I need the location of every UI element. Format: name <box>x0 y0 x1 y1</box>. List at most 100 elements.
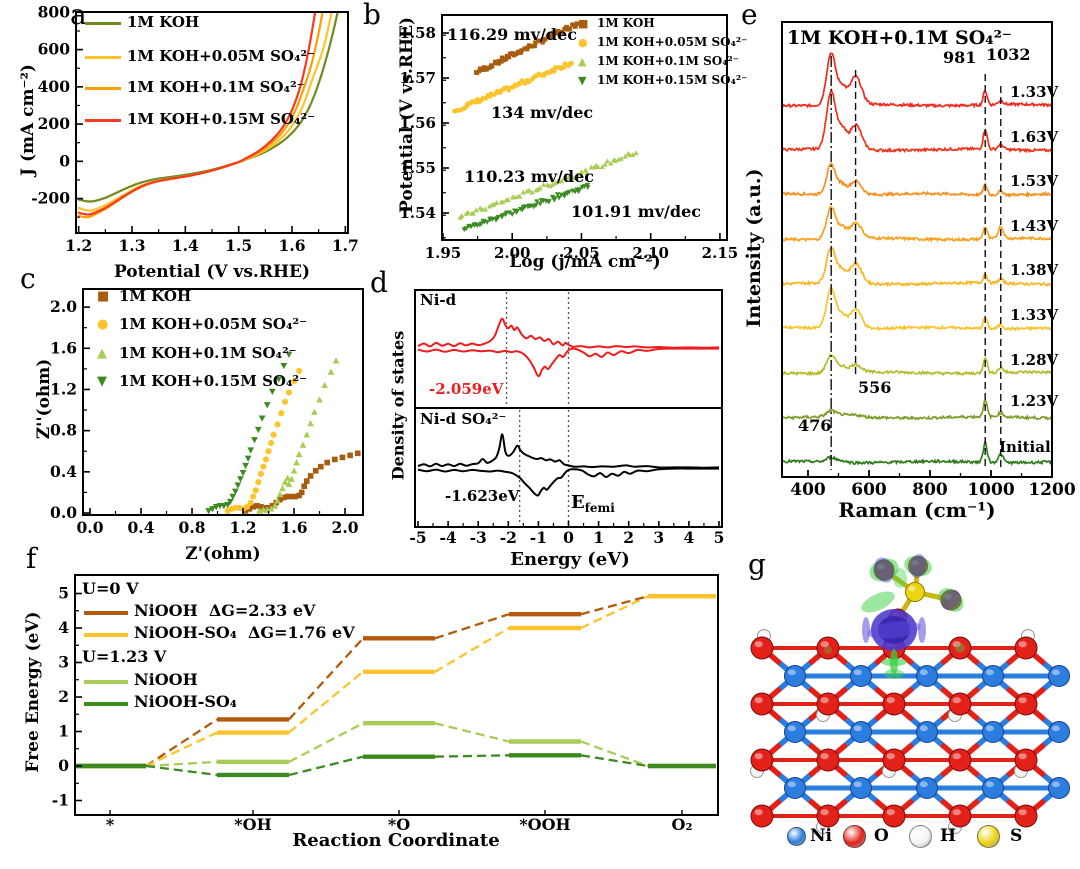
legend-b-marker-005m: ● <box>578 36 588 49</box>
tafel-slope-005m: 134 mv/dec <box>491 103 594 122</box>
legend-a-swatch-005m <box>85 56 121 59</box>
legend-b-label-015m: 1M KOH+0.15M SO₄²⁻ <box>597 73 748 87</box>
legend-c-label-koh: 1M KOH <box>119 287 192 305</box>
svg-text:-4: -4 <box>439 528 456 547</box>
svg-text:1.58: 1.58 <box>399 24 436 42</box>
panel-c-plot: 0.0 0.4 0.8 1.2 1.6 2.0 0.0 0.4 0.8 1.2 1.6 2.0 <box>50 288 364 537</box>
svg-text:400: 400 <box>38 77 71 96</box>
raman-curves <box>783 52 1051 467</box>
svg-text:-200: -200 <box>31 189 70 208</box>
panel-a-xaxis-title: Potential (V vs.RHE) <box>113 262 311 282</box>
svg-text:600: 600 <box>851 480 887 500</box>
legend-a-swatch-015m <box>85 119 121 122</box>
panel-b-yaxis-title: Potential (V vs.RHE) <box>397 16 417 213</box>
legend-f-label-niooh-u0: NiOOH ΔG=2.33 eV <box>134 601 315 620</box>
atom-legend-ball-s <box>977 825 1000 848</box>
legend-b-marker-01m: ▲ <box>578 55 587 68</box>
lsv-curves <box>77 13 339 219</box>
svg-text:600: 600 <box>38 40 71 59</box>
panel-d-plot: -5 -4 -3 -2 -1 0 1 2 3 4 5 <box>409 289 724 547</box>
dos-label-nid-so4: Ni-d SO₄²⁻ <box>420 410 507 428</box>
svg-text:*OH: *OH <box>234 815 271 834</box>
legend-c-marker-015m: ▼ <box>97 374 107 389</box>
panel-a-plot: 1.2 1.3 1.4 1.5 1.6 1.7 -200 0 200 400 600 800 <box>31 2 359 255</box>
atom-legend-ball-h <box>909 825 932 848</box>
svg-text:0.0: 0.0 <box>77 518 104 537</box>
svg-text:2: 2 <box>623 528 634 547</box>
panel-f-letter: f <box>26 542 37 575</box>
svg-text:1.6: 1.6 <box>279 236 306 255</box>
svg-text:1.5: 1.5 <box>225 236 252 255</box>
raman-peak-label-981: 981 <box>943 48 977 67</box>
panel-a-yaxis-title: J (mA cm⁻²) <box>18 64 38 176</box>
atom-legend-label-ni: Ni <box>810 826 832 846</box>
legend-f-swatch-niooh-u0 <box>84 611 128 615</box>
svg-text:0: 0 <box>58 756 69 775</box>
atom-legend-label-h: H <box>940 826 957 846</box>
svg-text:*OOH: *OOH <box>519 815 570 834</box>
svg-text:1.6: 1.6 <box>50 338 77 357</box>
legend-a-swatch-01m <box>85 87 121 90</box>
svg-text:-3: -3 <box>470 528 487 547</box>
atom-legend-label-o: O <box>874 826 889 846</box>
svg-text:2.0: 2.0 <box>50 297 77 316</box>
legend-f-label-niooh-so4-u0: NiOOH-SO₄ ΔG=1.76 eV <box>134 623 355 642</box>
svg-text:800: 800 <box>912 480 948 500</box>
svg-text:1: 1 <box>58 722 69 741</box>
tafel-slope-koh: 116.29 mv/dec <box>447 25 577 44</box>
svg-text:1.55: 1.55 <box>399 159 436 177</box>
panel-b-plot: 1.95 2.00 2.05 2.10 2.15 1.54 1.55 1.56 1.57 1.58 <box>399 14 739 262</box>
panel-d-letter: d <box>370 266 388 299</box>
panel-f-yaxis-title: Free Energy (eV) <box>23 611 43 773</box>
raman-curve-label-6: 1.28V <box>1010 351 1059 369</box>
legend-a-label-koh: 1M KOH <box>127 13 200 31</box>
legend-f-name-niooh-u0: NiOOH <box>134 601 198 620</box>
svg-text:4: 4 <box>683 528 694 547</box>
legend-a-swatch-koh <box>85 22 121 25</box>
atom-legend-ball-ni <box>787 827 806 846</box>
svg-text:800: 800 <box>38 2 71 21</box>
svg-text:1.54: 1.54 <box>399 204 436 222</box>
tafel-slope-01m: 110.23 mv/dec <box>464 167 594 186</box>
legend-f-dg-niooh-so4-u0: ΔG=1.76 eV <box>247 623 355 642</box>
svg-text:1.57: 1.57 <box>399 69 436 87</box>
svg-text:2.05: 2.05 <box>563 244 600 262</box>
svg-text:*: * <box>106 815 115 834</box>
panel-d-xaxis-title: Energy (eV) <box>510 549 630 570</box>
svg-text:2.15: 2.15 <box>702 244 739 262</box>
svg-text:*O: *O <box>388 815 410 834</box>
svg-text:O₂: O₂ <box>672 815 693 834</box>
svg-text:1.4: 1.4 <box>172 236 199 255</box>
raman-title: 1M KOH+0.1M SO₄²⁻ <box>787 27 1012 49</box>
legend-b-label-005m: 1M KOH+0.05M SO₄²⁻ <box>597 35 748 49</box>
fermi-level-label: Efemi <box>571 492 615 515</box>
raman-curve-label-5: 1.33V <box>1010 306 1059 324</box>
legend-b-label-koh: 1M KOH <box>597 16 655 30</box>
panel-a-letter: a <box>70 0 87 31</box>
raman-peak-label-476: 476 <box>798 416 832 435</box>
panel-b-letter: b <box>363 0 381 31</box>
svg-text:-2: -2 <box>500 528 517 547</box>
svg-text:2.00: 2.00 <box>494 244 531 262</box>
raman-peak-label-1032: 1032 <box>986 45 1031 64</box>
svg-text:1.6: 1.6 <box>281 518 308 537</box>
legend-a-label-01m: 1M KOH+0.1M SO₄²⁻ <box>127 78 305 96</box>
svg-text:0.4: 0.4 <box>50 462 77 481</box>
structure-atoms <box>750 556 1070 834</box>
svg-text:-5: -5 <box>409 528 426 547</box>
svg-text:1.2: 1.2 <box>65 236 92 255</box>
panel-g-letter: g <box>748 548 766 581</box>
panel-f-plot: -1 0 1 2 3 4 5 * *OH *O *OOH O₂ <box>52 574 719 834</box>
legend-f-swatch-niooh-so4-u0 <box>84 633 128 637</box>
legend-c-label-015m: 1M KOH+0.15M SO₄²⁻ <box>119 372 308 390</box>
panel-e-yaxis-title: Intensity (a.u.) <box>743 168 765 328</box>
svg-text:2.10: 2.10 <box>632 244 669 262</box>
svg-text:5: 5 <box>58 584 69 603</box>
svg-text:1.3: 1.3 <box>119 236 146 255</box>
legend-b-marker-koh: ■ <box>578 17 589 30</box>
svg-text:0: 0 <box>563 528 574 547</box>
legend-c-label-005m: 1M KOH+0.05M SO₄²⁻ <box>119 315 308 333</box>
svg-text:2: 2 <box>58 687 69 706</box>
panel-c-yaxis-title: Z''(ohm) <box>34 358 54 440</box>
